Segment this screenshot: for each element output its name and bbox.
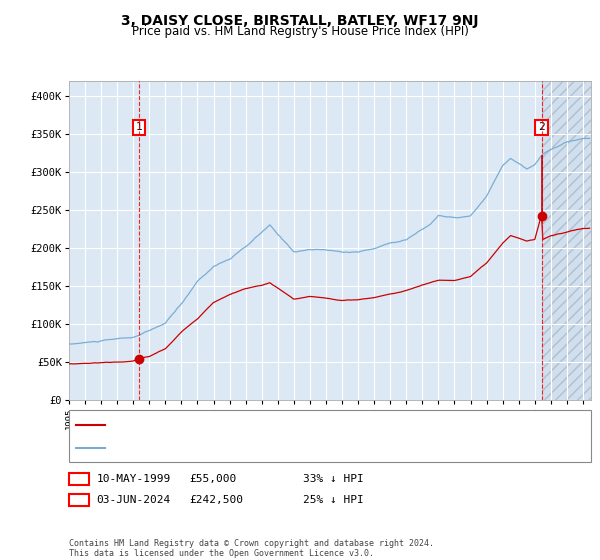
Text: 3, DAISY CLOSE, BIRSTALL, BATLEY, WF17 9NJ (detached house): 3, DAISY CLOSE, BIRSTALL, BATLEY, WF17 9… [110, 420, 457, 430]
Text: 1: 1 [136, 123, 142, 133]
Text: 1: 1 [76, 474, 83, 484]
Bar [542, 81, 591, 400]
Text: £242,500: £242,500 [189, 495, 243, 505]
Text: 2: 2 [76, 495, 83, 505]
Text: HPI: Average price, detached house, Kirklees: HPI: Average price, detached house, Kirk… [110, 442, 368, 452]
Text: Price paid vs. HM Land Registry's House Price Index (HPI): Price paid vs. HM Land Registry's House … [131, 25, 469, 38]
Text: 2: 2 [538, 123, 545, 133]
Text: 33% ↓ HPI: 33% ↓ HPI [303, 474, 364, 484]
Text: 03-JUN-2024: 03-JUN-2024 [97, 495, 171, 505]
Text: 3, DAISY CLOSE, BIRSTALL, BATLEY, WF17 9NJ: 3, DAISY CLOSE, BIRSTALL, BATLEY, WF17 9… [121, 14, 479, 28]
Text: £55,000: £55,000 [189, 474, 236, 484]
Text: Contains HM Land Registry data © Crown copyright and database right 2024.: Contains HM Land Registry data © Crown c… [69, 539, 434, 548]
Text: 10-MAY-1999: 10-MAY-1999 [97, 474, 171, 484]
Text: This data is licensed under the Open Government Licence v3.0.: This data is licensed under the Open Gov… [69, 549, 374, 558]
Text: 25% ↓ HPI: 25% ↓ HPI [303, 495, 364, 505]
